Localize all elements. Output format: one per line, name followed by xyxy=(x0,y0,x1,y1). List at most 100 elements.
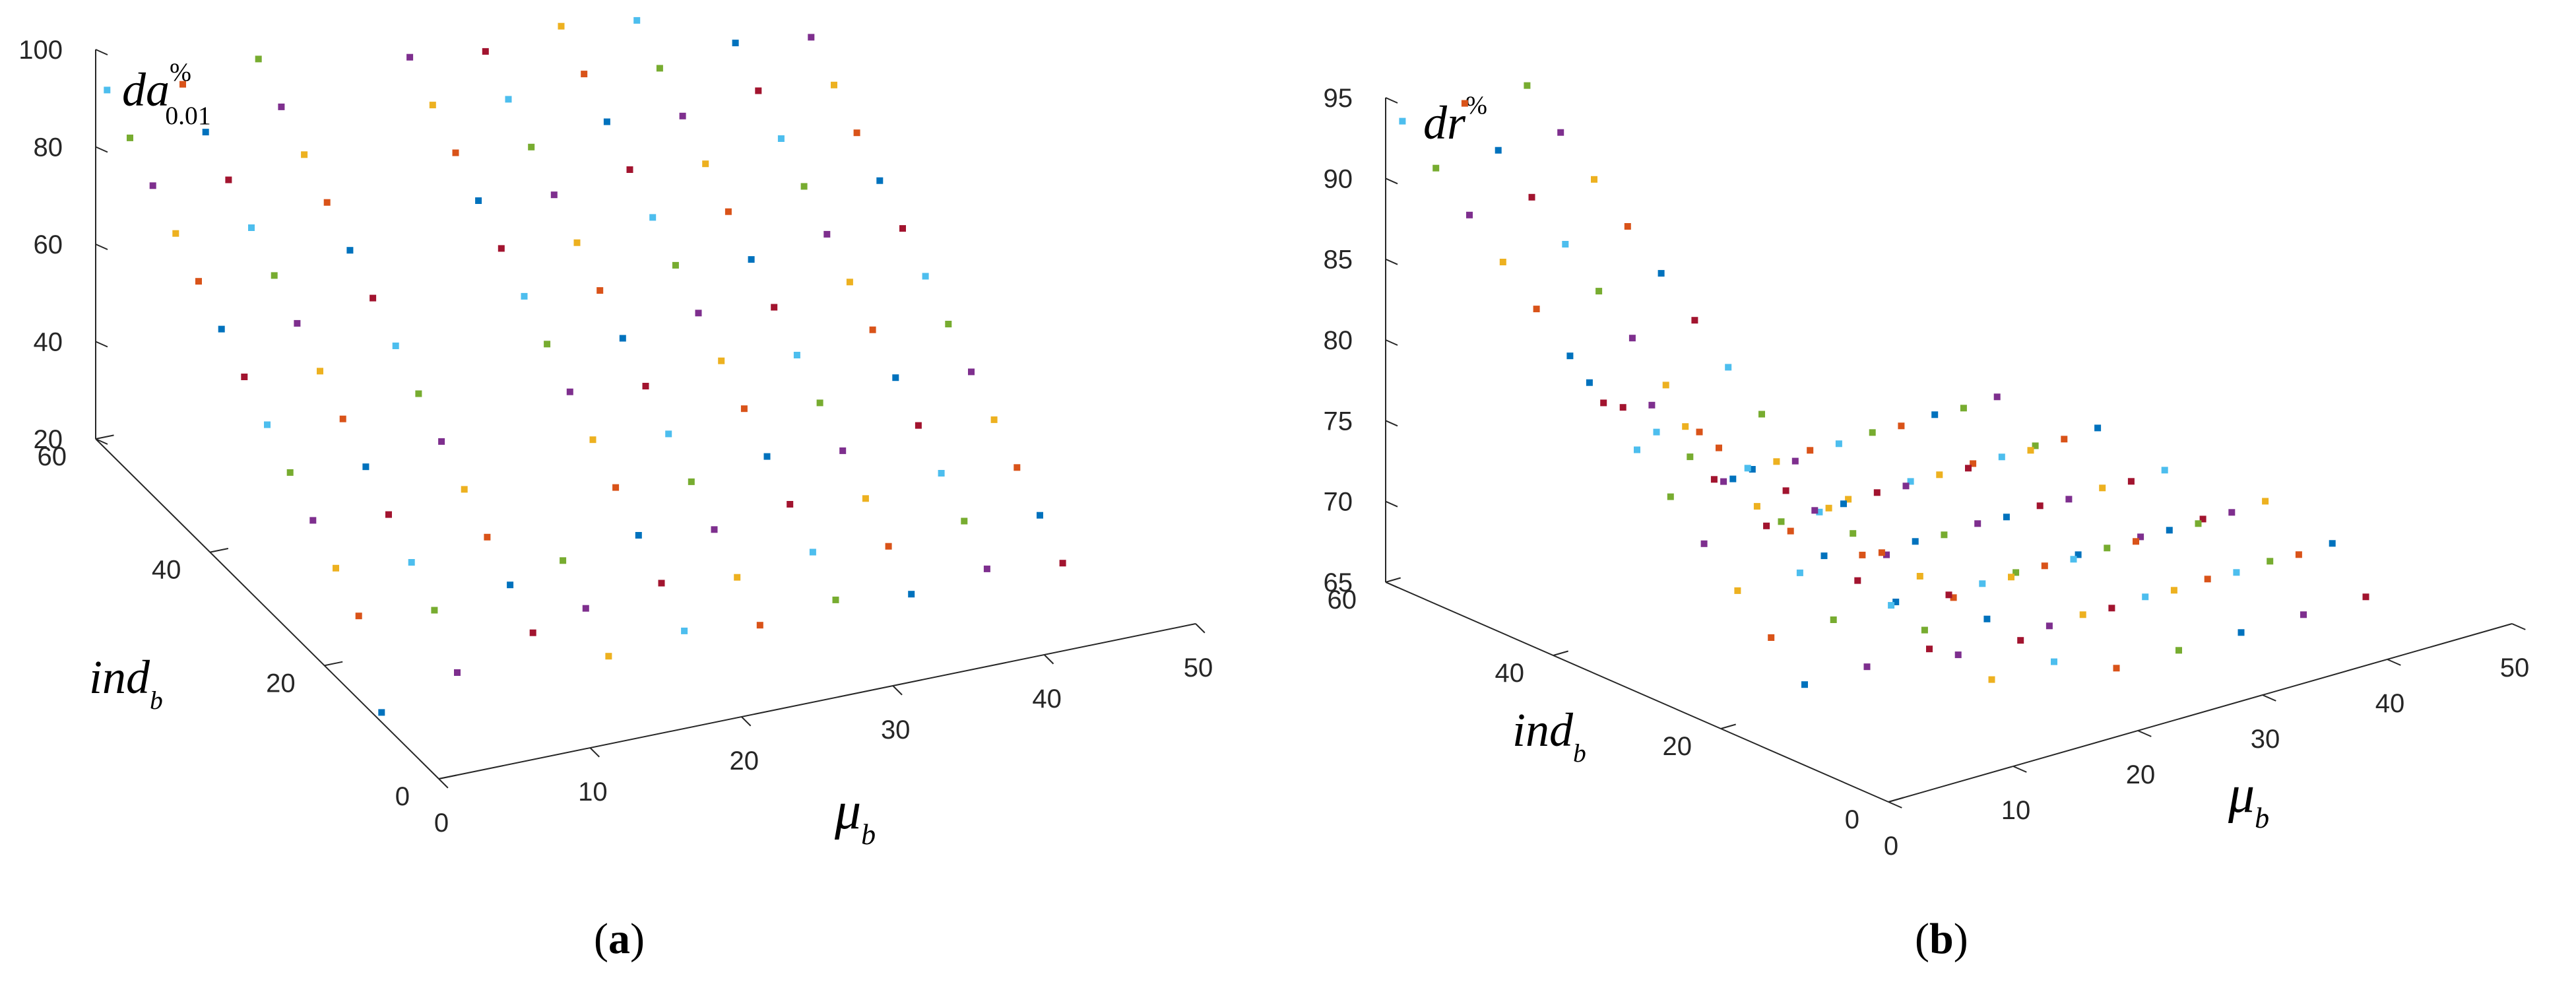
scatter-point xyxy=(800,183,808,190)
scatter-point xyxy=(1758,411,1765,418)
scatter-point xyxy=(1710,476,1718,483)
scatter-point xyxy=(406,53,414,61)
y-tick xyxy=(324,661,343,667)
scatter-point xyxy=(1619,404,1626,411)
scatter-point xyxy=(1744,465,1751,472)
scatter-point xyxy=(2065,496,2073,503)
scatter-point xyxy=(2036,502,2044,510)
z-tick-label: 90 xyxy=(1324,164,1353,193)
scatter-point xyxy=(2137,533,2144,541)
scatter-point xyxy=(899,225,906,232)
z-tick xyxy=(1385,500,1398,508)
scatter-point xyxy=(734,574,741,581)
x-tick xyxy=(2012,766,2027,773)
scatter-point xyxy=(225,176,232,183)
scatter-point xyxy=(1859,551,1866,558)
scatter-point xyxy=(438,438,445,445)
scatter-point xyxy=(454,669,461,676)
scatter-point xyxy=(1753,503,1760,510)
scatter-point xyxy=(892,374,899,381)
scatter-point xyxy=(195,278,202,285)
scatter-point xyxy=(1845,496,1852,503)
z-tick-label: 70 xyxy=(1324,488,1353,517)
scatter-point xyxy=(528,143,535,150)
scatter-point xyxy=(1778,518,1785,525)
y-tick xyxy=(1553,650,1568,656)
y-tick xyxy=(1385,577,1401,583)
scatter-point xyxy=(1931,411,1939,418)
scatter-point xyxy=(475,197,482,204)
scatter-point xyxy=(333,564,339,572)
scatter-point xyxy=(1662,381,1669,389)
scatter-point xyxy=(2300,611,2307,618)
z-tick-label: 80 xyxy=(1324,326,1353,355)
scatter-point xyxy=(2267,558,2274,565)
scatter-point xyxy=(2195,520,2202,527)
scatter-point xyxy=(1696,428,1703,436)
z-tick xyxy=(95,341,108,348)
y-tick-label: 0 xyxy=(395,782,410,811)
y-axis-line xyxy=(1385,581,1889,803)
scatter-point xyxy=(2161,467,2168,474)
scatter-point xyxy=(777,135,785,142)
scatter-point xyxy=(317,368,323,375)
scatter-point xyxy=(711,526,718,533)
scatter-point xyxy=(1682,423,1689,430)
scatter-point xyxy=(656,65,663,72)
scatter-point xyxy=(461,486,468,493)
z-tick xyxy=(1385,420,1398,427)
scatter-point xyxy=(1399,117,1406,125)
scatter-point xyxy=(560,557,567,564)
scatter-point xyxy=(2012,569,2020,576)
scatter-point xyxy=(2003,514,2010,521)
scatter-point xyxy=(172,230,179,237)
x-tick xyxy=(2262,694,2276,702)
y-tick-label: 60 xyxy=(1328,585,1357,614)
y-tick xyxy=(210,548,229,553)
scatter-point xyxy=(740,405,748,413)
scatter-point xyxy=(558,22,565,30)
scatter-point xyxy=(1979,580,1986,587)
scatter-point xyxy=(1941,531,1948,539)
x-tick xyxy=(1043,654,1054,665)
scatter-point xyxy=(1466,211,1473,218)
x-tick-label: 20 xyxy=(2126,760,2156,789)
x-tick-label: 0 xyxy=(1884,832,1898,861)
scatter-point xyxy=(255,55,262,63)
scatter-point xyxy=(529,629,536,636)
scatter-point xyxy=(218,325,225,333)
z-tick xyxy=(95,244,108,250)
scatter-point xyxy=(431,607,438,614)
scatter-point xyxy=(1965,465,1972,472)
scatter-point xyxy=(1878,549,1885,556)
scatter-point xyxy=(1768,634,1775,641)
scatter-point xyxy=(1562,241,1569,248)
z-tick-label: 85 xyxy=(1324,246,1353,275)
x-tick-label: 40 xyxy=(2375,689,2405,718)
scatter-point xyxy=(1591,176,1597,183)
scatter-point xyxy=(2228,509,2236,516)
scatter-point xyxy=(2070,556,2077,563)
scatter-point xyxy=(301,151,308,158)
scatter-point xyxy=(968,368,975,376)
x-tick xyxy=(2137,730,2152,737)
y-tick xyxy=(95,434,114,440)
scatter-point xyxy=(642,383,649,389)
scatter-point xyxy=(2017,637,2024,644)
scatter-point xyxy=(2041,562,2048,570)
scatter-point xyxy=(2238,629,2245,636)
scatter-point xyxy=(1059,560,1066,567)
scatter-point xyxy=(415,390,422,397)
scatter-point xyxy=(2262,498,2269,505)
chart-panel-b: 0 10 20 30 40 50 0 20 40 60 65 70 75 80 85 90 95 dr% indb μ… xyxy=(1288,0,2576,994)
scatter-point xyxy=(771,304,778,311)
x-tick xyxy=(892,685,903,696)
scatter-point xyxy=(1970,460,1977,467)
scatter-point xyxy=(1960,405,1967,412)
z-tick-label: 65 xyxy=(1324,568,1353,597)
scatter-point xyxy=(2099,484,2106,492)
x-tick xyxy=(589,747,600,758)
scatter-point xyxy=(1734,587,1741,594)
scatter-point xyxy=(362,463,370,471)
scatter-point xyxy=(566,388,573,395)
